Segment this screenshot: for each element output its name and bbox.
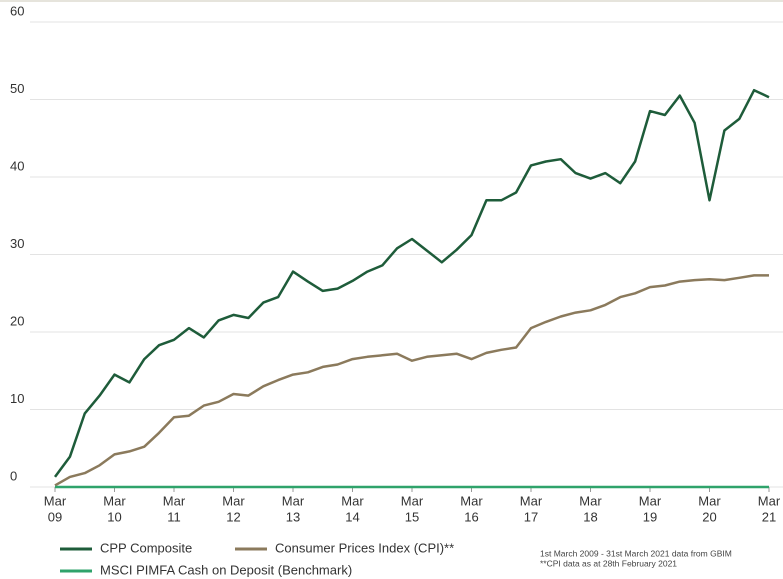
x-tick-label: 16 [464, 509, 478, 524]
x-tick-label: 15 [405, 509, 419, 524]
x-tick-label: 18 [583, 509, 597, 524]
x-tick-label: 14 [345, 509, 359, 524]
x-tick-label: 21 [762, 509, 776, 524]
series-line [54, 274, 769, 487]
x-tick-label: Mar [44, 493, 67, 508]
x-tick-label: 20 [702, 509, 716, 524]
series-line [53, 88, 770, 478]
y-tick-label: 20 [10, 313, 24, 328]
x-tick-label: 17 [524, 509, 538, 524]
x-tick-label: 13 [286, 509, 300, 524]
x-tick-label: Mar [103, 493, 126, 508]
y-tick-label: 50 [10, 81, 24, 96]
x-tick-label: Mar [758, 493, 781, 508]
x-tick-label: 10 [107, 509, 121, 524]
x-tick-label: Mar [639, 493, 662, 508]
x-tick-label: 09 [48, 509, 62, 524]
y-tick-label: 60 [10, 3, 24, 18]
legend-label: MSCI PIMFA Cash on Deposit (Benchmark) [100, 562, 352, 577]
x-tick-label: 19 [643, 509, 657, 524]
legend-label: CPP Composite [100, 540, 192, 555]
x-tick-label: Mar [282, 493, 305, 508]
x-tick-label: Mar [579, 493, 602, 508]
y-tick-label: 30 [10, 236, 24, 251]
x-tick-label: 12 [226, 509, 240, 524]
x-tick-label: Mar [222, 493, 245, 508]
y-tick-label: 40 [10, 158, 24, 173]
note: 1st March 2009 - 31st March 2021 data fr… [540, 548, 732, 558]
x-tick-label: Mar [341, 493, 364, 508]
y-tick-label: 10 [10, 391, 24, 406]
legend-label: Consumer Prices Index (CPI)** [275, 540, 454, 555]
x-tick-label: Mar [163, 493, 186, 508]
x-tick-label: Mar [698, 493, 721, 508]
y-tick-label: 0 [10, 468, 17, 483]
x-tick-label: 11 [167, 509, 181, 524]
note: **CPI data as at 28th February 2021 [540, 558, 677, 568]
x-tick-label: Mar [520, 493, 543, 508]
x-tick-label: Mar [401, 493, 424, 508]
x-tick-label: Mar [460, 493, 483, 508]
